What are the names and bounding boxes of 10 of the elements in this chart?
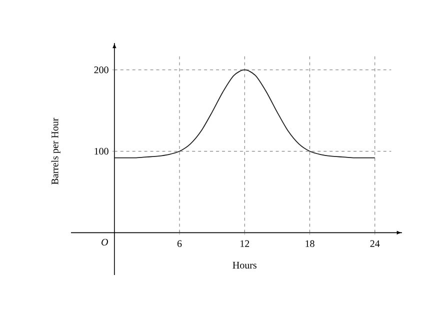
y-axis-title: Barrels per Hour <box>51 118 60 184</box>
y-tick-label: 200 <box>94 66 108 74</box>
x-tick-label: 24 <box>370 240 380 247</box>
x-tick-label: 6 <box>177 240 182 247</box>
y-tick-label: 100 <box>94 148 108 155</box>
line-series <box>114 69 376 158</box>
annotation: O <box>102 238 108 246</box>
x-tick-label: 18 <box>306 240 314 248</box>
x-axis-title: Hours <box>232 262 256 269</box>
x-tick-label: 12 <box>240 240 250 247</box>
